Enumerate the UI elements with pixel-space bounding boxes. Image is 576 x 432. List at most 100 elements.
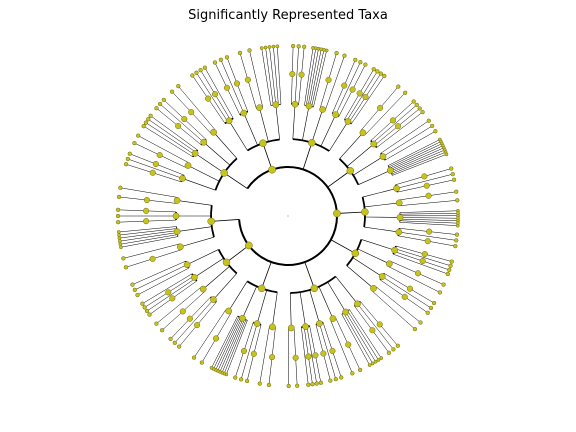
leaf-node: [157, 101, 163, 107]
leaf-branch: [334, 55, 345, 83]
leaf-fan: [310, 49, 322, 101]
leaf-node: [295, 383, 300, 388]
leaf-branch: [142, 289, 167, 304]
leaf-node: [454, 232, 460, 237]
leaf-branch: [396, 149, 445, 171]
leaf-node: [454, 189, 459, 194]
leaf-node: [169, 89, 175, 94]
leaf-node: [202, 65, 208, 70]
order-node: [406, 285, 414, 292]
leaf-node: [148, 113, 153, 118]
class-branch: [180, 236, 215, 248]
leaf-node: [143, 120, 149, 125]
order-branch: [179, 260, 186, 264]
leaf-fan: [405, 210, 458, 213]
order-node: [269, 354, 276, 361]
leaf-branch: [390, 130, 436, 158]
leaf-branch: [226, 325, 246, 375]
leaf-branch: [261, 48, 270, 100]
order-node: [289, 71, 296, 78]
leaf-node: [444, 152, 449, 157]
class-branch: [228, 281, 248, 312]
leaf-branch: [379, 324, 399, 346]
leaf-branch: [409, 288, 435, 304]
leaf-node: [127, 151, 132, 156]
leaf-node: [233, 375, 238, 380]
leaf-branch: [161, 311, 183, 331]
leaf-branch: [379, 86, 399, 109]
leaf-branch: [314, 50, 327, 102]
leaf-branch: [295, 357, 298, 386]
leaf-node: [118, 242, 123, 247]
order-branch: [184, 118, 207, 140]
class-node: [359, 129, 367, 137]
leaf-node: [373, 359, 378, 364]
leaf-node: [428, 305, 434, 311]
leaf-node: [437, 290, 443, 295]
order-node: [401, 293, 408, 300]
order-branch: [303, 326, 309, 357]
leaf-branch: [239, 52, 249, 80]
leaf-node: [118, 185, 123, 190]
leaf-node: [414, 102, 419, 108]
leaf-branch: [125, 164, 153, 173]
leaf-node: [247, 48, 252, 53]
leaf-fan: [269, 46, 276, 99]
order-branch: [236, 316, 240, 323]
phylum-node: [351, 249, 360, 258]
leaf-branch: [332, 350, 342, 378]
order-node: [175, 122, 182, 130]
order-node: [341, 82, 348, 89]
class-branch: [228, 120, 248, 151]
order-branch: [244, 320, 248, 327]
leaf-branch: [134, 267, 182, 291]
leaf-node: [353, 57, 358, 63]
order-branch: [215, 312, 232, 339]
leaf-branch: [292, 46, 294, 75]
leaf-branch: [417, 273, 444, 285]
leaf-node: [324, 48, 329, 53]
leaf-branch: [221, 324, 243, 373]
leaf-node: [125, 156, 130, 162]
class-branch: [352, 257, 383, 277]
order-branch: [172, 280, 197, 299]
leaf-branch: [174, 321, 194, 343]
leaf-fan: [217, 323, 240, 371]
order-branch: [214, 94, 231, 121]
class-node: [240, 109, 248, 117]
order-branch: [192, 146, 198, 151]
phylum-branch: [304, 261, 315, 289]
leaf-branch: [428, 236, 457, 241]
order-branch: [255, 77, 263, 107]
leaf-node: [266, 382, 272, 388]
order-branch: [146, 210, 177, 213]
order-branch: [360, 107, 381, 131]
class-branch: [242, 286, 257, 319]
order-node: [421, 251, 428, 258]
leaf-branch: [120, 235, 172, 245]
order-branch: [306, 326, 313, 357]
leaf-branch: [429, 200, 458, 204]
order-branch: [243, 322, 254, 352]
leaf-fan: [215, 322, 239, 370]
leaf-branch: [268, 357, 273, 385]
leaf-branch: [196, 72, 212, 97]
class-node: [332, 111, 340, 119]
leaf-branch: [215, 322, 239, 370]
order-node: [169, 295, 176, 302]
leaf-branch: [341, 347, 353, 374]
leaf-branch: [305, 47, 314, 100]
leaf-node: [194, 70, 199, 75]
leaf-fan: [397, 151, 446, 172]
order-node: [305, 353, 312, 360]
class-node: [184, 162, 192, 169]
order-branch: [152, 172, 182, 183]
class-branch: [256, 289, 268, 324]
leaf-branch: [304, 356, 309, 385]
class-node: [256, 104, 263, 112]
phylum-node: [257, 284, 266, 293]
order-node: [194, 322, 201, 329]
leaf-branch: [425, 173, 453, 182]
order-branch: [391, 171, 398, 175]
order-node: [188, 109, 195, 116]
